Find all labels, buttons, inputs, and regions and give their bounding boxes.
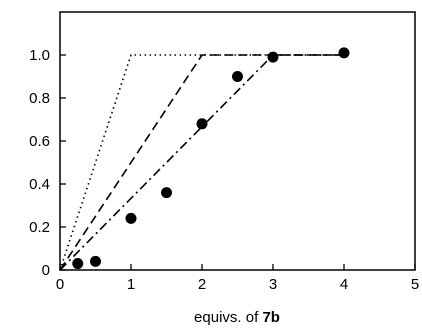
series-line-dash-dot — [59, 54, 344, 271]
data-point — [161, 187, 172, 199]
series-line-dotted — [59, 54, 344, 271]
x-axis-title: equivs. of 7b — [194, 309, 280, 326]
x-tick-label: 2 — [198, 276, 206, 293]
data-point — [196, 118, 208, 130]
x-axis-title-compound: 7b — [262, 309, 280, 326]
x-axis-ticks: 0 1 2 3 4 5 — [56, 264, 419, 293]
y-tick-label: 0.4 — [29, 176, 50, 193]
x-tick-label: 5 — [411, 276, 419, 293]
y-tick-label: 0.6 — [29, 133, 50, 150]
y-tick-label: 0.8 — [29, 90, 50, 107]
x-tick-label: 4 — [340, 276, 348, 293]
y-tick-label: 1.0 — [29, 47, 50, 64]
y-tick-label: 0 — [42, 262, 50, 279]
data-point — [338, 47, 350, 59]
data-point — [125, 212, 137, 224]
data-point — [232, 71, 243, 82]
data-point — [72, 258, 84, 270]
x-tick-label: 0 — [56, 276, 64, 293]
data-point — [90, 255, 101, 267]
y-axis-ticks: 0 0.2 0.4 0.6 0.8 1.0 — [29, 47, 66, 279]
data-point — [267, 51, 279, 63]
series-line-dashed — [59, 54, 344, 271]
plot-frame — [59, 11, 416, 271]
x-tick-label: 3 — [269, 276, 277, 293]
y-tick-label: 0.2 — [29, 219, 50, 236]
x-tick-label: 1 — [127, 276, 135, 293]
series-layer — [59, 47, 350, 271]
x-axis-title-text: equivs. of — [194, 309, 259, 326]
